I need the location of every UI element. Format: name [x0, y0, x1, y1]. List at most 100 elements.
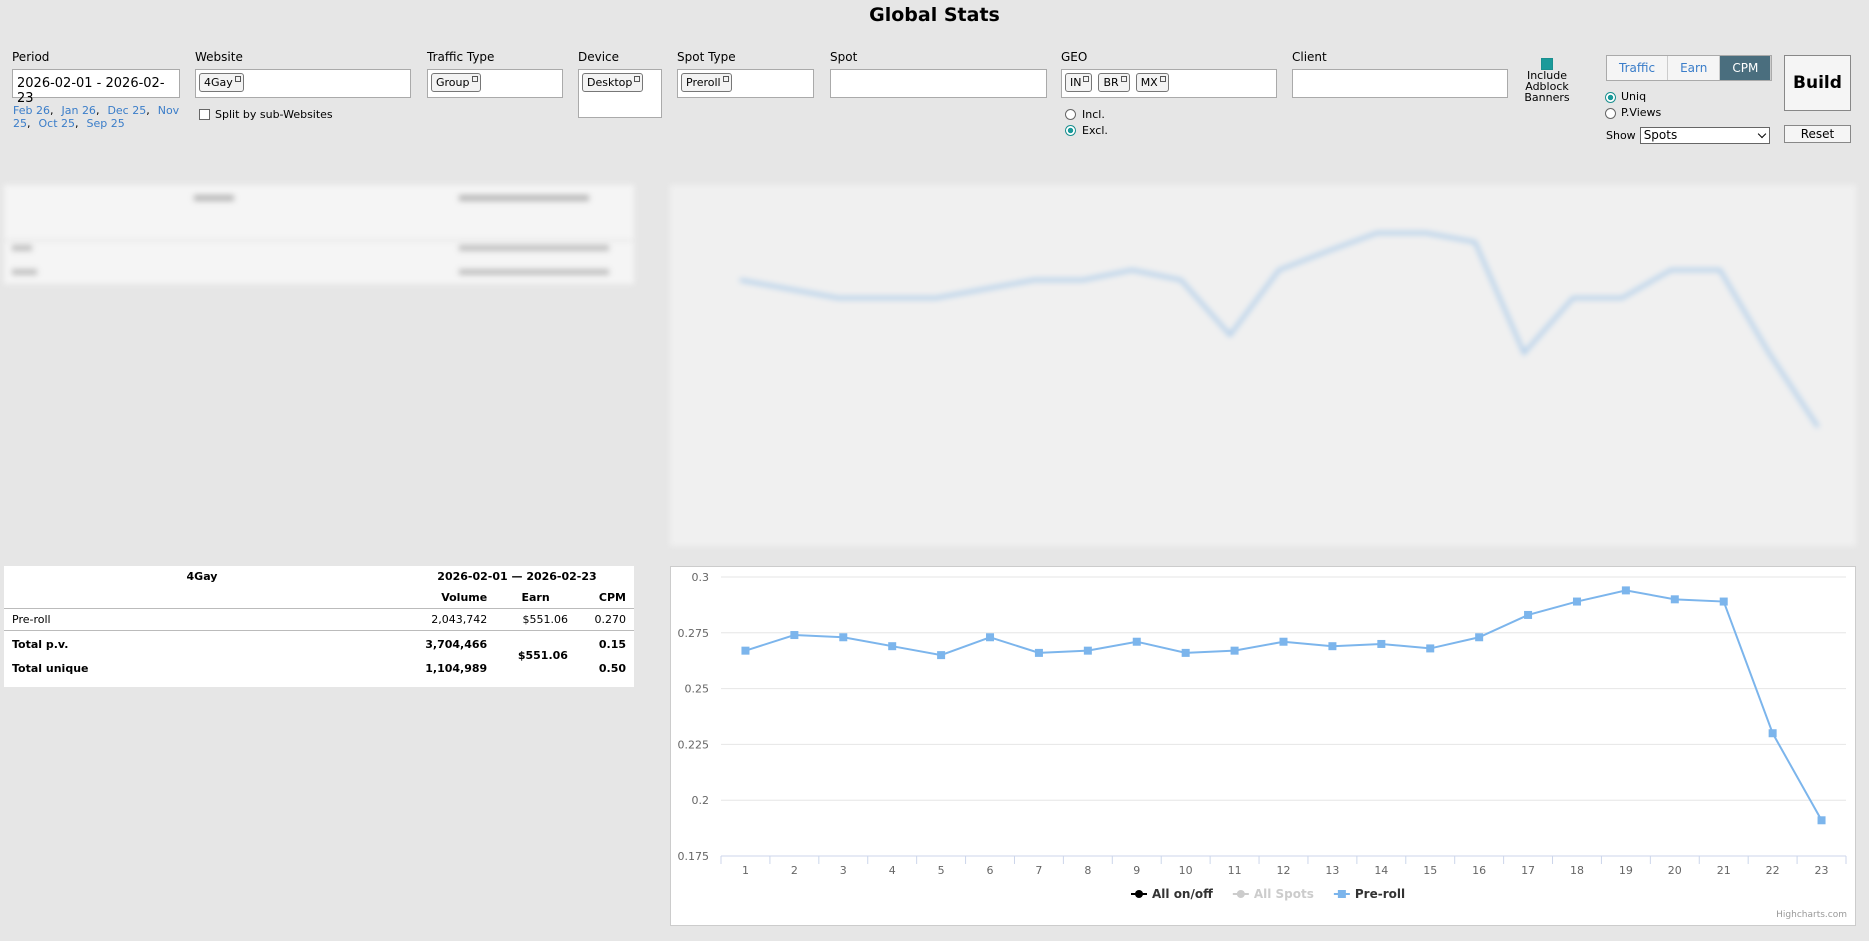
- legend-item: All on/off: [1152, 887, 1213, 901]
- tags: Group: [431, 73, 481, 92]
- show-control: Show Spots: [1606, 127, 1770, 144]
- point-marker: [1817, 816, 1826, 825]
- tag[interactable]: IN: [1065, 73, 1093, 92]
- input-value: 2026-02-01 - 2026-02-23: [17, 76, 165, 106]
- metric-tab[interactable]: Traffic: [1607, 56, 1669, 80]
- chart-panel: 0.175 0.2 0.225 0.25 0.275 0.3 1 2 3 4 5 6 7 8 9 10 11 12…: [670, 566, 1856, 926]
- tag[interactable]: 4Gay: [199, 73, 244, 92]
- x-tick-label: 15: [1423, 864, 1437, 877]
- period-link[interactable]: Feb 26: [13, 104, 53, 117]
- period-link[interactable]: Jan 26: [61, 104, 99, 117]
- client-input[interactable]: [1292, 69, 1508, 98]
- metric-tab[interactable]: Earn: [1668, 56, 1721, 80]
- show-select[interactable]: Spots: [1639, 127, 1770, 144]
- x-tick-label: 16: [1472, 864, 1486, 877]
- radio-option[interactable]: P.Views: [1605, 105, 1661, 121]
- label: Device: [578, 50, 620, 64]
- radio-label: Uniq: [1621, 90, 1647, 103]
- tag[interactable]: BR: [1098, 73, 1130, 92]
- metric-tab[interactable]: CPM: [1720, 56, 1772, 80]
- legend-symbol: [1337, 890, 1346, 898]
- column-header: Volume: [441, 591, 488, 604]
- row-volume: 2,043,742: [431, 613, 488, 626]
- x-tick-label: 14: [1374, 864, 1388, 877]
- tag[interactable]: Preroll: [681, 73, 732, 92]
- checkbox-label: Split by sub-Websites: [215, 108, 333, 121]
- geo-include[interactable]: Incl.: [1065, 108, 1105, 121]
- radio-label: Excl.: [1082, 124, 1108, 137]
- period-link[interactable]: Oct 25: [39, 117, 79, 130]
- legend-item: Pre-roll: [1355, 887, 1405, 901]
- row-earn: $551.06: [522, 613, 568, 626]
- legend-item: All Spots: [1254, 887, 1314, 901]
- label: Website: [195, 50, 243, 64]
- x-tick-label: 9: [1133, 864, 1140, 877]
- period-link[interactable]: Dec 25: [107, 104, 149, 117]
- column-header: CPM: [598, 591, 626, 604]
- radio-label: P.Views: [1621, 106, 1662, 119]
- period-shortcuts: Feb 26Jan 26Dec 25Nov 25Oct 25Sep 25: [13, 104, 188, 130]
- page-title: Global Stats: [869, 4, 1000, 26]
- label: Period: [12, 50, 50, 64]
- point-marker: [1377, 639, 1386, 648]
- split-option[interactable]: Split by sub-Websites: [199, 108, 333, 121]
- table-period: 2026-02-01 — 2026-02-23: [437, 570, 597, 583]
- total-cpm: 0.50: [598, 662, 626, 675]
- point-marker: [1524, 610, 1533, 619]
- y-tick-label: 0.175: [678, 850, 710, 863]
- adblock-checkbox[interactable]: [1541, 58, 1553, 70]
- traffic-type-input[interactable]: Group: [427, 69, 563, 98]
- tag[interactable]: MX: [1135, 73, 1169, 92]
- point-marker: [1328, 642, 1337, 651]
- radio[interactable]: [1605, 107, 1616, 119]
- tags: Preroll: [681, 73, 732, 92]
- website-input[interactable]: 4Gay: [195, 69, 411, 98]
- period-input[interactable]: 2026-02-01 - 2026-02-23: [12, 69, 180, 106]
- stats-table: 4Gay 2026-02-01 — 2026-02-23 Volume Earn CP…: [4, 566, 634, 687]
- point-marker: [1230, 646, 1239, 655]
- radio[interactable]: [1605, 91, 1616, 103]
- point-marker: [1475, 633, 1484, 642]
- row-name: Pre-roll: [12, 613, 51, 626]
- label: GEO: [1061, 50, 1088, 64]
- x-tick-label: 22: [1766, 864, 1780, 877]
- spot-type-input[interactable]: Preroll: [677, 69, 814, 98]
- tags: Desktop: [582, 73, 644, 92]
- period-link[interactable]: Sep 25: [86, 117, 125, 130]
- geo-input[interactable]: IN BR MX: [1061, 69, 1277, 98]
- geo-exclude[interactable]: Excl.: [1065, 124, 1108, 137]
- blurred-chart-drawing: [739, 231, 1820, 428]
- tag[interactable]: Group: [431, 73, 481, 92]
- y-tick-label: 0.3: [692, 571, 710, 584]
- tags: IN BR MX: [1065, 73, 1169, 92]
- label: Client: [1292, 50, 1327, 64]
- spot-input[interactable]: [830, 69, 1047, 98]
- x-tick-label: 7: [1035, 864, 1042, 877]
- point-marker: [1621, 586, 1630, 595]
- x-tick-label: 10: [1179, 864, 1193, 877]
- total-row: Total p.v. 3,704,466 $551.06 0.15: [4, 631, 634, 662]
- build-button[interactable]: Build: [1784, 55, 1851, 111]
- checkbox[interactable]: [199, 109, 210, 120]
- x-tick-label: 6: [987, 864, 994, 877]
- radio[interactable]: [1065, 109, 1076, 120]
- x-tick-label: 23: [1815, 864, 1829, 877]
- point-marker: [741, 646, 750, 655]
- radio-label: Incl.: [1082, 108, 1105, 121]
- tag[interactable]: Desktop: [582, 73, 644, 92]
- total-name: Total p.v.: [12, 638, 69, 651]
- point-marker: [839, 633, 848, 642]
- point-marker: [1181, 648, 1190, 657]
- radio-option[interactable]: Uniq: [1605, 89, 1661, 105]
- radio[interactable]: [1065, 125, 1076, 136]
- x-tick-label: 5: [938, 864, 945, 877]
- count-mode: Uniq P.Views: [1605, 89, 1661, 121]
- reset-button[interactable]: Reset: [1784, 125, 1851, 143]
- y-tick-label: 0.275: [678, 627, 710, 640]
- metric-tabs: Traffic Earn CPM: [1606, 55, 1773, 81]
- show-label: Show: [1606, 129, 1636, 142]
- credits: Highcharts.com: [1776, 910, 1847, 920]
- device-input[interactable]: Desktop: [578, 69, 662, 118]
- row-cpm: 0.270: [594, 613, 627, 626]
